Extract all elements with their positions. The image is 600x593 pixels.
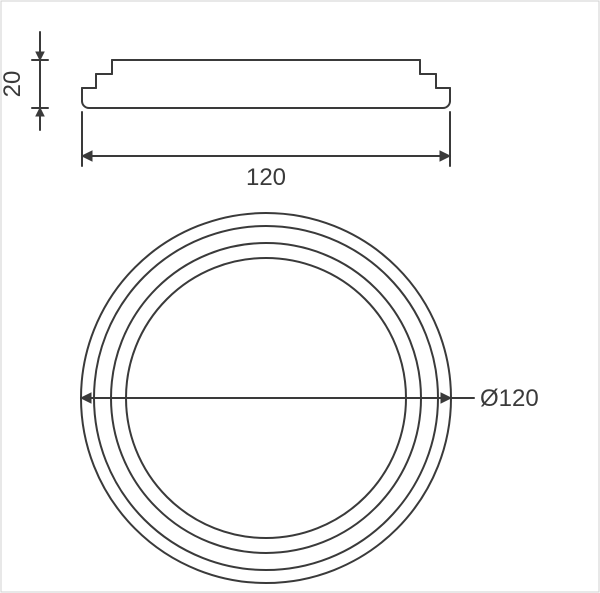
- side-elevation: [82, 60, 450, 108]
- dimension-height: 20: [0, 32, 48, 130]
- dimension-diameter: Ø120: [81, 385, 539, 412]
- frame-border: [1, 1, 599, 592]
- dimension-width: 120: [82, 112, 450, 191]
- dimension-diameter-label: Ø120: [480, 385, 539, 412]
- technical-drawing: 20 120 Ø120: [0, 0, 600, 593]
- dimension-height-label: 20: [0, 71, 26, 98]
- dimension-width-label: 120: [246, 164, 286, 191]
